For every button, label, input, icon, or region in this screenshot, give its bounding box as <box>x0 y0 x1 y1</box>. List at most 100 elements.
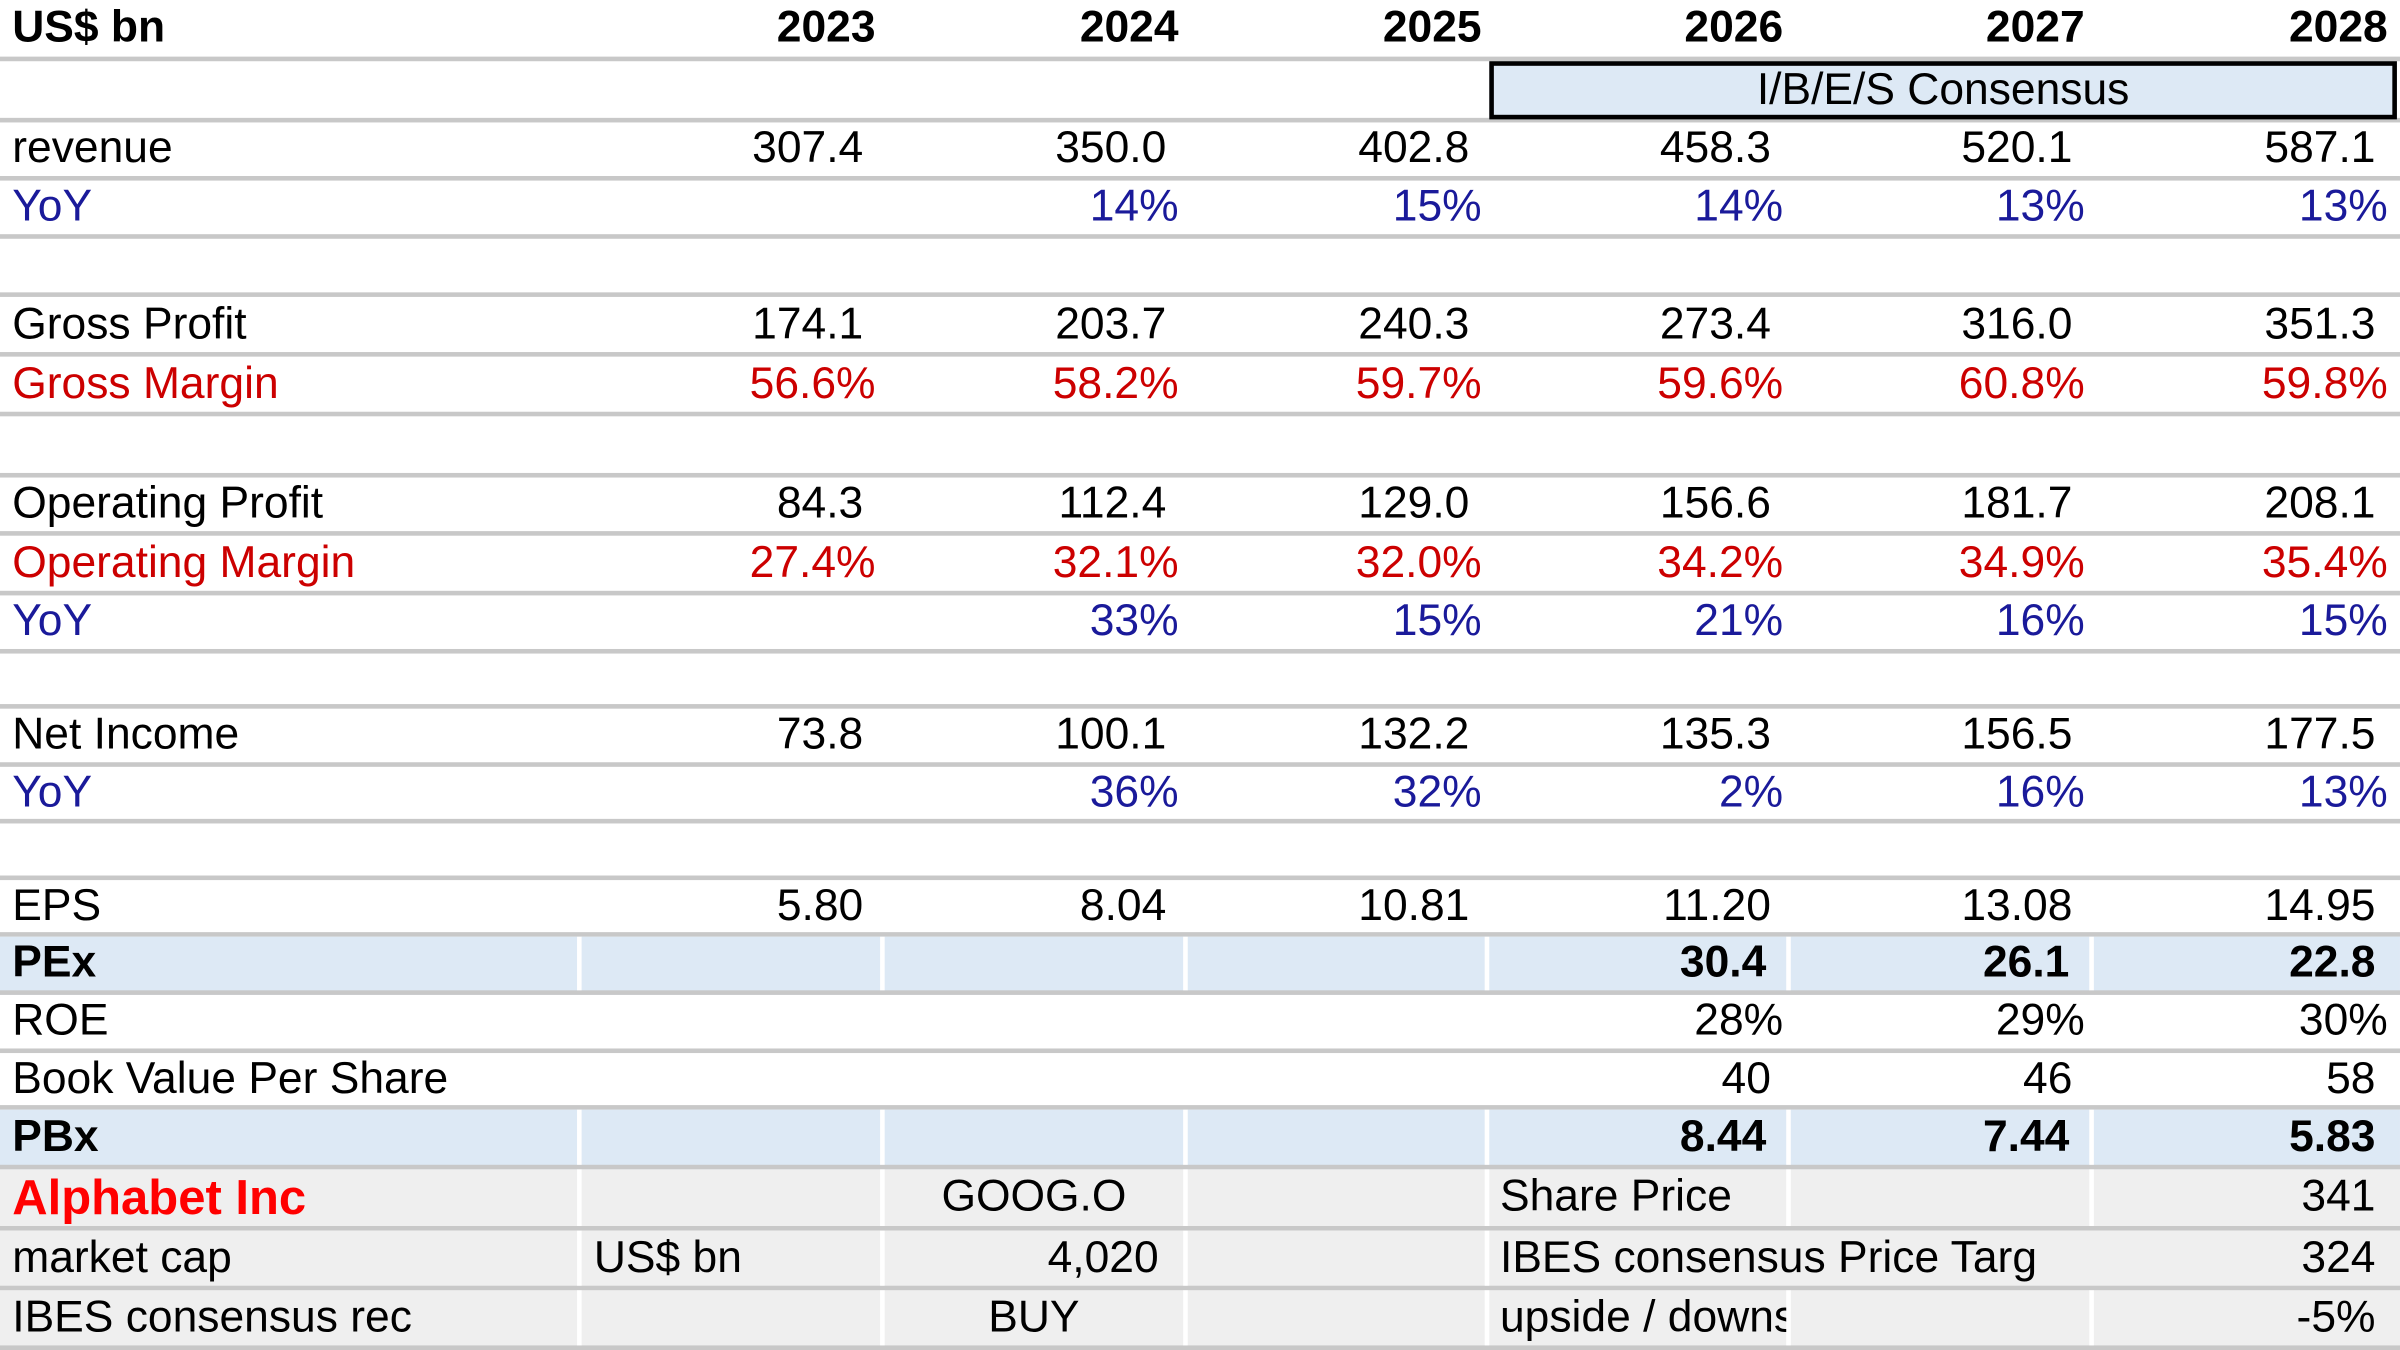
share-price: 341 <box>2301 1172 2376 1222</box>
roe-label: ROE <box>12 996 109 1046</box>
company-name: Alphabet Inc <box>12 1169 307 1225</box>
year-2024-header: 2024 <box>1079 3 1179 53</box>
summary-empty-cell <box>1188 1169 1490 1227</box>
unit-label: US$ bn <box>12 3 166 53</box>
consensus-band-row <box>0 61 2400 123</box>
pbx-label-cell: PBx <box>0 1109 582 1165</box>
pbx-row: PBx 8.44 7.44 5.83 <box>0 1109 2400 1170</box>
ticker: GOOG.O <box>885 1169 1188 1227</box>
operating-yoy-2027: 16% <box>1995 596 2085 646</box>
eps-2026: 11.20 <box>1663 880 1771 930</box>
gross-margin-row: Gross Margin 56.6% 58.2% 59.7% 59.6% 60.… <box>0 357 2400 417</box>
net-income-2025: 132.2 <box>1358 710 1470 760</box>
price-target-label: IBES consensus Price Targ <box>1499 1232 2038 1282</box>
year-2026-header: 2026 <box>1684 3 1784 53</box>
roe-2028: 30% <box>2298 996 2388 1046</box>
summary-market-cap-row: market cap US$ bn 4,020 IBES consensus P… <box>0 1230 2400 1291</box>
spacer-row <box>0 416 2400 478</box>
pbx-label: PBx <box>12 1111 99 1161</box>
share-price-label: Share Price <box>1489 1169 1791 1227</box>
pbx-2027: 7.44 <box>1791 1109 2094 1165</box>
gross-margin-2025: 59.7% <box>1355 358 1482 408</box>
gross-profit-2027: 316.0 <box>1961 299 2073 349</box>
pex-label-cell: PEx <box>0 936 582 991</box>
eps-label: EPS <box>12 880 102 930</box>
spacer-row <box>0 823 2400 881</box>
gross-profit-row: Gross Profit 174.1 203.7 240.3 273.4 316… <box>0 297 2400 357</box>
net-income-yoy-2024: 36% <box>1089 767 1179 817</box>
net-income-2027: 156.5 <box>1961 710 2073 760</box>
price-target: 324 <box>2301 1232 2376 1282</box>
gross-profit-2023: 174.1 <box>752 299 864 349</box>
pex-label: PEx <box>12 938 97 988</box>
net-income-2026: 135.3 <box>1659 710 1771 760</box>
operating-yoy-row: YoY 33% 15% 21% 16% 15% <box>0 595 2400 654</box>
revenue-2028: 587.1 <box>2264 123 2376 173</box>
summary-empty-cell <box>1791 1169 2094 1227</box>
gross-profit-2024: 203.7 <box>1055 299 1167 349</box>
net-income-label: Net Income <box>12 710 240 760</box>
revenue-yoy-row: YoY 14% 15% 14% 13% 13% <box>0 181 2400 239</box>
operating-profit-2025: 129.0 <box>1358 479 1470 529</box>
bvps-label: Book Value Per Share <box>12 1053 449 1103</box>
operating-yoy-2024: 33% <box>1089 596 1179 646</box>
net-income-2028: 177.5 <box>2264 710 2376 760</box>
operating-yoy-2025: 15% <box>1392 596 1482 646</box>
year-2027-header: 2027 <box>1985 3 2085 53</box>
revenue-yoy-2027: 13% <box>1995 182 2085 232</box>
market-cap-unit: US$ bn <box>582 1230 885 1286</box>
operating-margin-2027: 34.9% <box>1958 538 2085 587</box>
market-cap-label: market cap <box>0 1230 582 1286</box>
revenue-label: revenue <box>12 123 173 173</box>
year-2023-header: 2023 <box>776 3 876 53</box>
gross-margin-2028: 59.8% <box>2261 358 2388 408</box>
operating-margin-label: Operating Margin <box>12 538 356 587</box>
operating-margin-2028: 35.4% <box>2261 538 2388 587</box>
spacer-row <box>0 654 2400 709</box>
operating-margin-row: Operating Margin 27.4% 32.1% 32.0% 34.2%… <box>0 536 2400 596</box>
bvps-2028: 58 <box>2326 1053 2376 1103</box>
net-income-2024: 100.1 <box>1055 710 1167 760</box>
summary-empty-cell <box>1188 1230 1490 1286</box>
header-row: US$ bn 2023 2024 2025 2026 2027 2028 <box>0 0 2400 62</box>
revenue-yoy-2025: 15% <box>1392 182 1482 232</box>
operating-yoy-2026: 21% <box>1694 596 1784 646</box>
roe-2027: 29% <box>1995 996 2085 1046</box>
operating-profit-2026: 156.6 <box>1659 479 1771 529</box>
eps-2023: 5.80 <box>776 880 864 930</box>
revenue-2024: 350.0 <box>1055 123 1167 173</box>
market-cap-value: 4,020 <box>885 1230 1188 1286</box>
operating-margin-2024: 32.1% <box>1052 538 1179 587</box>
gross-profit-label: Gross Profit <box>12 299 247 349</box>
gross-margin-2023: 56.6% <box>749 358 876 408</box>
operating-profit-2028: 208.1 <box>2264 479 2376 529</box>
operating-profit-row: Operating Profit 84.3 112.4 129.0 156.6 … <box>0 478 2400 536</box>
summary-empty-cell <box>582 1169 885 1227</box>
gross-margin-2024: 58.2% <box>1052 358 1179 408</box>
net-income-yoy-2027: 16% <box>1995 767 2085 817</box>
operating-margin-2023: 27.4% <box>749 538 876 587</box>
revenue-2023: 307.4 <box>752 123 864 173</box>
summary-empty-cell <box>1188 1290 1490 1346</box>
operating-profit-2027: 181.7 <box>1961 479 2073 529</box>
rec-value: BUY <box>885 1290 1188 1346</box>
pex-empty-cell <box>1188 936 1490 991</box>
operating-profit-2024: 112.4 <box>1058 479 1167 529</box>
pbx-2028: 5.83 <box>2289 1111 2376 1161</box>
gross-margin-label: Gross Margin <box>12 358 279 408</box>
revenue-yoy-label: YoY <box>12 182 93 232</box>
gross-margin-2027: 60.8% <box>1958 358 2085 408</box>
year-2025-header: 2025 <box>1382 3 1482 53</box>
eps-2025: 10.81 <box>1358 880 1470 930</box>
net-income-yoy-2026: 2% <box>1718 767 1784 817</box>
eps-row: EPS 5.80 8.04 10.81 11.20 13.08 14.95 <box>0 880 2400 937</box>
net-income-yoy-2028: 13% <box>2298 767 2388 817</box>
upside-value: -5% <box>2296 1292 2376 1342</box>
pbx-empty-cell <box>1188 1109 1490 1165</box>
net-income-yoy-label: YoY <box>12 767 93 817</box>
bvps-row: Book Value Per Share 40 46 58 <box>0 1053 2400 1110</box>
pex-row: PEx 30.4 26.1 22.8 <box>0 936 2400 995</box>
summary-empty-cell <box>1791 1290 2094 1346</box>
pex-2027: 26.1 <box>1791 936 2094 991</box>
bvps-2027: 46 <box>2023 1053 2073 1103</box>
